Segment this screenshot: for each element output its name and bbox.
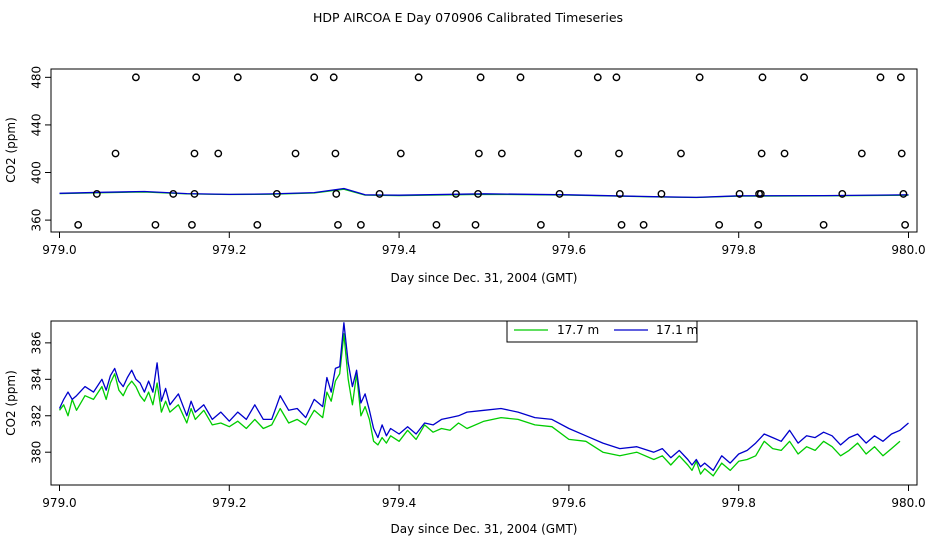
top-x-tick-label: 979.8 (722, 243, 756, 257)
data-point (190, 190, 199, 198)
data-point (476, 73, 485, 82)
data-point (169, 190, 178, 198)
data-point (555, 190, 564, 198)
data-point (896, 73, 905, 82)
data-point (780, 149, 789, 158)
bottom-x-tick-label: 979.8 (722, 496, 756, 510)
data-point (639, 220, 648, 229)
top-x-tick-label: 980.0 (891, 243, 925, 257)
top-y-tick-label: 360 (30, 209, 44, 232)
bottom-series-line-blue (58, 322, 909, 472)
data-point (111, 149, 120, 158)
top-plot-frame (50, 68, 918, 233)
data-point (291, 149, 300, 158)
data-point (497, 149, 506, 158)
data-point (192, 73, 201, 82)
bottom-x-tick-label: 979.2 (212, 496, 246, 510)
data-point (474, 190, 482, 198)
top-panel: Day since Dec. 31, 2004 (GMT) CO2 (ppm) … (4, 66, 926, 285)
data-point (574, 149, 583, 158)
data-point (876, 73, 885, 82)
top-x-axis-label: Day since Dec. 31, 2004 (GMT) (391, 271, 578, 285)
data-point (758, 73, 767, 82)
data-point (92, 190, 101, 198)
data-point (800, 73, 808, 82)
data-point (356, 220, 365, 229)
data-point (615, 190, 624, 198)
data-point (310, 73, 319, 82)
bottom-panel: Day since Dec. 31, 2004 (GMT) CO2 (ppm) … (4, 320, 926, 536)
bottom-x-tick-label: 979.0 (42, 496, 76, 510)
data-point (516, 73, 525, 82)
data-point (897, 149, 906, 158)
data-point (272, 190, 281, 198)
data-point (899, 190, 908, 198)
data-point (151, 220, 160, 229)
data-point (375, 190, 384, 198)
top-x-tick-label: 979.4 (382, 243, 416, 257)
data-point (612, 73, 621, 82)
top-y-axis-label: CO2 (ppm) (4, 117, 18, 183)
data-point (452, 190, 460, 198)
data-point (657, 190, 666, 198)
bottom-y-tick-label: 382 (30, 404, 44, 427)
data-point (857, 149, 866, 158)
bottom-y-axis-label: CO2 (ppm) (4, 370, 18, 436)
legend-box (506, 320, 698, 343)
data-point (253, 220, 262, 229)
top-y-tick-label: 440 (30, 113, 44, 136)
top-x-tick-label: 979.2 (212, 243, 246, 257)
legend-label-17-7m: 17.7 m (557, 323, 599, 337)
data-point (74, 220, 83, 229)
bottom-y-tick-label: 386 (30, 331, 44, 354)
figure-title: HDP AIRCOA E Day 070906 Calibrated Times… (313, 10, 623, 25)
data-point (754, 220, 763, 229)
data-point (471, 220, 480, 229)
bottom-series-line-green (58, 333, 901, 477)
data-point (677, 149, 685, 158)
data-point (331, 149, 340, 158)
data-point (901, 220, 910, 229)
data-point (715, 220, 724, 229)
data-point (332, 190, 341, 198)
top-y-tick-label: 480 (30, 66, 44, 89)
legend-label-17-1m: 17.1 m (656, 323, 698, 337)
data-point (617, 220, 626, 229)
top-x-tick-label: 979.0 (42, 243, 76, 257)
bottom-x-tick-label: 979.4 (382, 496, 416, 510)
data-point (188, 220, 196, 229)
bottom-x-tick-label: 980.0 (891, 496, 925, 510)
top-y-tick-label: 400 (30, 161, 44, 184)
bottom-y-tick-label: 380 (30, 441, 44, 464)
data-point (536, 220, 545, 229)
data-point (695, 73, 704, 82)
legend: 17.7 m 17.1 m (506, 320, 698, 343)
data-point (756, 190, 765, 198)
data-point (819, 220, 828, 229)
data-point (838, 190, 847, 198)
bottom-y-tick-label: 384 (30, 368, 44, 391)
data-point (132, 73, 140, 82)
data-point (475, 149, 483, 158)
data-point (735, 190, 744, 198)
data-point (757, 149, 766, 158)
data-point (593, 73, 602, 82)
data-point (214, 149, 223, 158)
data-point (329, 73, 338, 82)
data-point (615, 149, 623, 158)
bottom-x-tick-label: 979.6 (552, 496, 586, 510)
top-series-line-blue (59, 187, 909, 199)
bottom-plot-frame (50, 320, 918, 486)
bottom-x-axis-label: Day since Dec. 31, 2004 (GMT) (391, 522, 578, 536)
data-point (334, 220, 342, 229)
data-point (414, 73, 423, 82)
data-point (432, 220, 441, 229)
top-x-tick-label: 979.6 (552, 243, 586, 257)
data-point (190, 149, 199, 158)
data-point (396, 149, 405, 158)
data-point (233, 73, 242, 82)
